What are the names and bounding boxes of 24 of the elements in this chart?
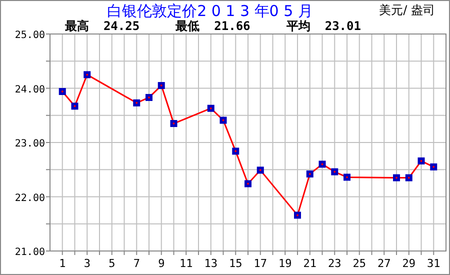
chart-subtitle: 最高 24.25 最低 21.66 平均 23.01	[64, 19, 361, 33]
x-tick-label: 19	[278, 257, 292, 270]
x-tick-label: 5	[108, 257, 116, 270]
x-tick-label: 27	[378, 257, 391, 270]
y-tick-label: 25.00	[14, 30, 45, 41]
x-tick-label: 13	[204, 257, 218, 270]
y-axis-title: 美元/ 盎司	[379, 3, 435, 17]
y-tick-label: 24.00	[14, 84, 45, 96]
x-tick-label: 1	[59, 257, 66, 270]
x-tick-label: 11	[180, 257, 193, 270]
x-tick-label: 17	[254, 257, 267, 270]
chart-title: 白银伦敦定价2 0 1 3 年0 5 月	[107, 2, 313, 20]
x-tick-label: 23	[328, 257, 342, 270]
x-tick-label: 25	[352, 257, 366, 270]
x-tick-label: 7	[133, 257, 140, 270]
x-tick-label: 9	[158, 257, 165, 270]
x-tick-label: 21	[303, 257, 316, 270]
x-tick-label: 3	[84, 257, 90, 270]
y-tick-label: 23.00	[14, 138, 45, 150]
x-tick-label: 29	[402, 257, 416, 270]
y-tick-label: 21.00	[14, 247, 45, 258]
y-tick-label: 22.00	[14, 192, 45, 204]
x-tick-label: 31	[427, 257, 440, 270]
x-tick-label: 15	[229, 257, 242, 270]
